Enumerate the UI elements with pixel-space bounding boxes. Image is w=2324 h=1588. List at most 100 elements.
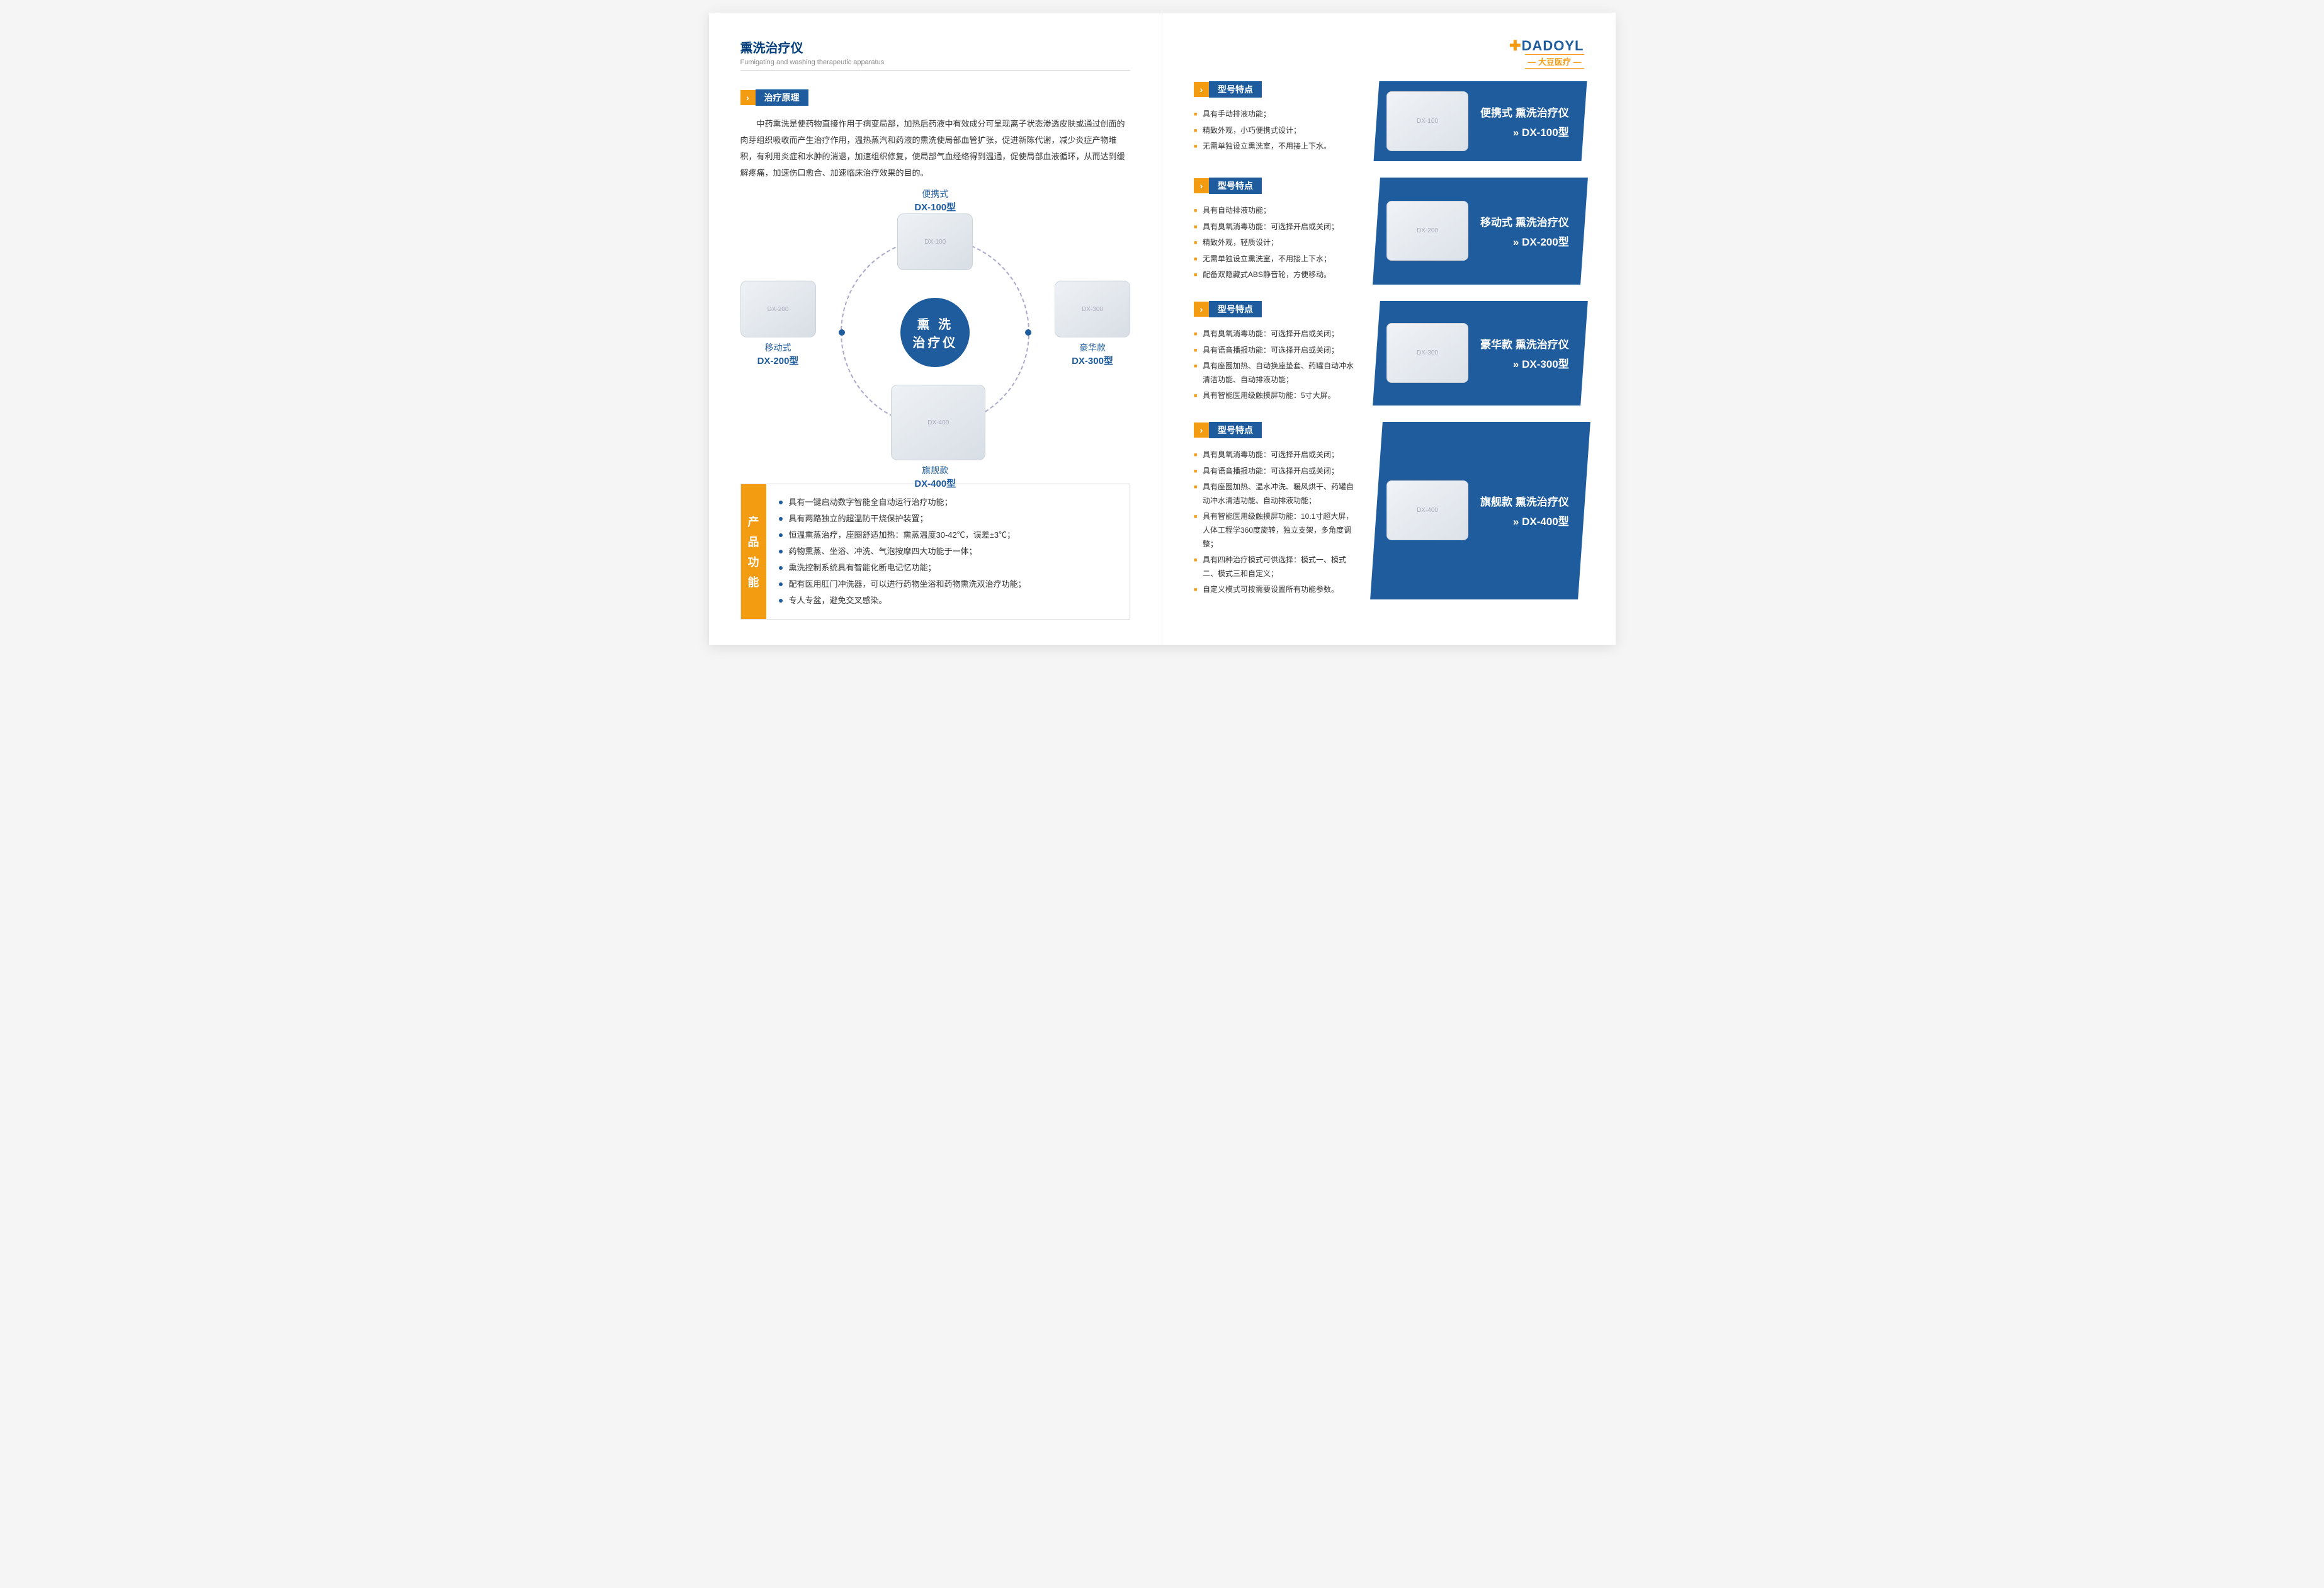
card-title: 便携式 熏洗治疗仪 — [1480, 104, 1569, 120]
page-subtitle: Fumigating and washing therapeutic appar… — [740, 59, 1131, 71]
spec-label: 型号特点 — [1209, 301, 1262, 317]
node-label: 移动式 — [734, 341, 822, 354]
model-card: DX-200 移动式 熏洗治疗仪 DX-200型 — [1373, 178, 1587, 285]
brand-logo: ✚DADOYL — 大豆医疗 — — [1194, 38, 1584, 69]
right-page: ✚DADOYL — 大豆医疗 — ›型号特点具有手动排液功能；精致外观，小巧便携… — [1162, 13, 1616, 645]
model-specs: ›型号特点具有臭氧消毒功能：可选择开启或关闭； 具有语音播报功能：可选择开启或关闭… — [1194, 422, 1358, 599]
product-image-placeholder: DX-100 — [897, 213, 973, 270]
node-label: 豪华款 — [1048, 341, 1136, 354]
spec-item: 具有智能医用级触摸屏功能：5寸大屏。 — [1194, 389, 1358, 403]
node-dx100: 便携式 DX-100型 DX-100 — [891, 188, 979, 274]
node-dx300: DX-300 豪华款 DX-300型 — [1048, 281, 1136, 367]
product-image-placeholder: DX-200 — [1386, 201, 1468, 261]
spec-tag: ›型号特点 — [1194, 301, 1262, 317]
product-image-placeholder: DX-400 — [1386, 480, 1468, 540]
model-row: ›型号特点具有自动排液功能； 具有臭氧消毒功能：可选择开启或关闭； 精致外观，轻质设… — [1194, 178, 1584, 285]
card-model: DX-300型 — [1480, 355, 1569, 371]
feature-item: 配有医用肛门冲洗器，可以进行药物坐浴和药物熏洗双治疗功能； — [779, 576, 1118, 593]
spec-item: 具有智能医用级触摸屏功能：10.1寸超大屏，人体工程学360度旋转，独立支架，多… — [1194, 510, 1358, 551]
node-label: 便携式 — [891, 188, 979, 200]
spec-list: 具有臭氧消毒功能：可选择开启或关闭； 具有语音播报功能：可选择开启或关闭；具有座圈… — [1194, 448, 1358, 597]
diagram-center: 熏 洗 治疗仪 — [900, 298, 970, 367]
page-title: 熏洗治疗仪 — [740, 38, 1131, 56]
spec-item: 精致外观，小巧便携式设计； — [1194, 124, 1358, 138]
feature-item: 熏洗控制系统具有智能化断电记忆功能； — [779, 560, 1118, 576]
principle-tag: › 治疗原理 — [740, 89, 808, 106]
chevron-right-icon: › — [1194, 178, 1209, 193]
chevron-right-icon: › — [1194, 302, 1209, 317]
spec-tag: ›型号特点 — [1194, 178, 1262, 194]
left-page: 熏洗治疗仪 Fumigating and washing therapeutic… — [709, 13, 1163, 645]
model-row: ›型号特点具有手动排液功能； 精致外观，小巧便携式设计； 无需单独设立熏洗室，不用接… — [1194, 81, 1584, 161]
model-specs: ›型号特点具有自动排液功能； 具有臭氧消毒功能：可选择开启或关闭； 精致外观，轻质设… — [1194, 178, 1358, 285]
center-line1: 熏 洗 — [917, 314, 953, 332]
spec-tag: ›型号特点 — [1194, 422, 1262, 438]
spec-item: 具有臭氧消毒功能：可选择开启或关闭； — [1194, 327, 1358, 341]
chevron-right-icon: › — [1194, 82, 1209, 97]
card-text: 便携式 熏洗治疗仪 DX-100型 — [1480, 104, 1569, 139]
feature-item: 具有一键启动数字智能全自动运行治疗功能； — [779, 494, 1118, 511]
spec-item: 具有臭氧消毒功能：可选择开启或关闭； — [1194, 448, 1358, 462]
card-title: 豪华款 熏洗治疗仪 — [1480, 336, 1569, 351]
product-image-placeholder: DX-300 — [1055, 281, 1130, 337]
features-box: 产品功能 具有一键启动数字智能全自动运行治疗功能； 具有两路独立的超温防干烧保护… — [740, 484, 1131, 620]
principle-label: 治疗原理 — [756, 89, 808, 106]
spec-tag: ›型号特点 — [1194, 81, 1262, 98]
logo-subtitle: — 大豆医疗 — — [1525, 54, 1584, 69]
logo-text: ✚DADOYL — [1194, 38, 1584, 54]
node-label: 旗舰款 — [891, 464, 979, 477]
spec-list: 具有手动排液功能； 精致外观，小巧便携式设计； 无需单独设立熏洗室，不用接上下水。 — [1194, 108, 1358, 154]
card-text: 移动式 熏洗治疗仪 DX-200型 — [1480, 213, 1569, 249]
model-card: DX-100 便携式 熏洗治疗仪 DX-100型 — [1374, 81, 1587, 161]
product-image-placeholder: DX-100 — [1386, 91, 1468, 151]
product-diagram: 熏 洗 治疗仪 便携式 DX-100型 DX-100 DX-300 豪华款 DX… — [740, 200, 1131, 465]
features-side-label: 产品功能 — [741, 484, 766, 619]
product-image-placeholder: DX-200 — [740, 281, 816, 337]
card-model: DX-100型 — [1480, 123, 1569, 139]
chevron-right-icon: › — [740, 90, 756, 105]
card-model: DX-400型 — [1480, 513, 1569, 528]
center-line2: 治疗仪 — [912, 332, 958, 351]
card-text: 旗舰款 熏洗治疗仪 DX-400型 — [1480, 493, 1569, 528]
spec-item: 具有臭氧消毒功能：可选择开启或关闭； — [1194, 220, 1358, 234]
spec-item: 精致外观，轻质设计； — [1194, 236, 1358, 250]
page-header: 熏洗治疗仪 Fumigating and washing therapeutic… — [740, 38, 1131, 71]
spec-item: 具有语音播报功能：可选择开启或关闭； — [1194, 465, 1358, 479]
spec-label: 型号特点 — [1209, 81, 1262, 98]
node-dx200: DX-200 移动式 DX-200型 — [734, 281, 822, 367]
model-specs: ›型号特点具有手动排液功能； 精致外观，小巧便携式设计； 无需单独设立熏洗室，不用接… — [1194, 81, 1358, 161]
card-title: 旗舰款 熏洗治疗仪 — [1480, 493, 1569, 509]
card-text: 豪华款 熏洗治疗仪 DX-300型 — [1480, 336, 1569, 371]
spec-item: 无需单独设立熏洗室，不用接上下水； — [1194, 252, 1358, 266]
spec-item: 具有手动排液功能； — [1194, 108, 1358, 122]
page-spread: 熏洗治疗仪 Fumigating and washing therapeutic… — [709, 13, 1616, 645]
chevron-right-icon: › — [1194, 423, 1209, 438]
spec-label: 型号特点 — [1209, 422, 1262, 438]
spec-item: 具有座圈加热、温水冲洗、暖风烘干、药罐自动冲水清洁功能、自动排液功能； — [1194, 480, 1358, 508]
model-card: DX-400 旗舰款 熏洗治疗仪 DX-400型 — [1370, 422, 1590, 599]
feature-item: 专人专盆，避免交叉感染。 — [779, 593, 1118, 609]
model-row: ›型号特点具有臭氧消毒功能：可选择开启或关闭； 具有语音播报功能：可选择开启或关闭… — [1194, 301, 1584, 406]
product-image-placeholder: DX-300 — [1386, 323, 1468, 383]
feature-item: 恒温熏蒸治疗，座圈舒适加热：熏蒸温度30-42℃，误差±3℃； — [779, 527, 1118, 543]
spec-item: 具有四种治疗模式可供选择：模式一、模式二、模式三和自定义； — [1194, 553, 1358, 581]
node-model: DX-300型 — [1048, 354, 1136, 367]
product-image-placeholder: DX-400 — [891, 385, 985, 460]
model-specs: ›型号特点具有臭氧消毒功能：可选择开启或关闭； 具有语音播报功能：可选择开启或关闭… — [1194, 301, 1358, 406]
node-model: DX-400型 — [891, 477, 979, 490]
node-dx400: DX-400 旗舰款 DX-400型 — [891, 385, 979, 490]
principle-text: 中药熏洗是使药物直接作用于病变局部，加热后药液中有效成分可呈现离子状态渗透皮肤或… — [740, 116, 1131, 181]
node-model: DX-100型 — [891, 200, 979, 213]
spec-list: 具有自动排液功能； 具有臭氧消毒功能：可选择开启或关闭； 精致外观，轻质设计； 无需单… — [1194, 204, 1358, 282]
card-model: DX-200型 — [1480, 233, 1569, 249]
spec-item: 具有语音播报功能：可选择开启或关闭； — [1194, 344, 1358, 358]
spec-item: 具有座圈加热、自动换座垫套、药罐自动冲水清洁功能、自动排液功能； — [1194, 360, 1358, 387]
spec-item: 配备双隐藏式ABS静音轮，方便移动。 — [1194, 268, 1358, 282]
model-row: ›型号特点具有臭氧消毒功能：可选择开启或关闭； 具有语音播报功能：可选择开启或关闭… — [1194, 422, 1584, 599]
spec-item: 无需单独设立熏洗室，不用接上下水。 — [1194, 140, 1358, 154]
features-list: 具有一键启动数字智能全自动运行治疗功能； 具有两路独立的超温防干烧保护装置； 恒… — [766, 484, 1130, 619]
spec-item: 具有自动排液功能； — [1194, 204, 1358, 218]
spec-list: 具有臭氧消毒功能：可选择开启或关闭； 具有语音播报功能：可选择开启或关闭； 具有座圈… — [1194, 327, 1358, 403]
card-title: 移动式 熏洗治疗仪 — [1480, 213, 1569, 229]
model-card: DX-300 豪华款 熏洗治疗仪 DX-300型 — [1373, 301, 1587, 406]
